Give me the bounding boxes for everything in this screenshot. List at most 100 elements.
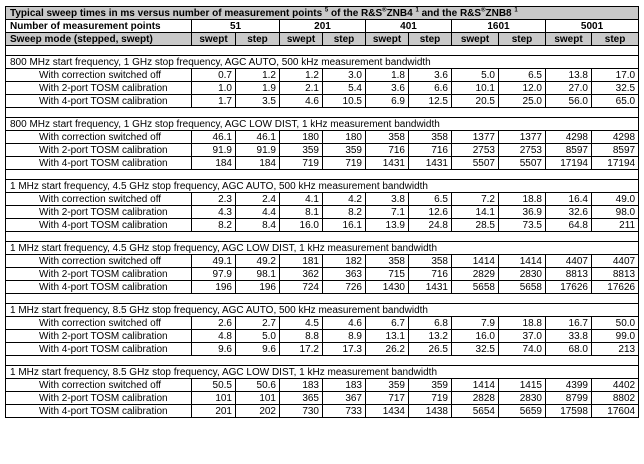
section-title-row: 1 MHz start frequency, 8.5 GHz stop freq… [4,365,640,379]
value-cell: 4407 [545,254,592,268]
value-cell: 26.2 [365,342,409,356]
value-cell: 182 [322,254,366,268]
title-text: ZNB4 [386,7,416,19]
value-cell: 99.0 [590,329,640,343]
value-cell: 2.6 [191,316,236,330]
value-cell: 184 [191,156,236,170]
value-cell: 27.0 [545,81,592,95]
value-cell: 17.3 [322,342,366,356]
spacer-cell [4,169,640,180]
mode-header-cell: swept [191,32,236,46]
value-cell: 4298 [590,130,640,144]
value-cell: 359 [279,143,323,157]
mode-header-cell: step [235,32,280,46]
registered-mark: ® [382,7,387,14]
section-title: 800 MHz start frequency, 1 GHz stop freq… [4,117,640,131]
value-cell: 358 [408,254,452,268]
value-cell: 1377 [498,130,546,144]
value-cell: 3.8 [365,192,409,206]
table-row: With 2-port TOSM calibration 1.0 1.9 2.1 5.4… [5,81,640,95]
section-spacer [4,107,640,118]
points-header-label: Number of measurement points [5,19,192,33]
value-cell: 730 [279,404,323,418]
value-cell: 8813 [590,267,640,281]
section-spacer [4,231,640,242]
value-cell: 74.0 [498,342,546,356]
value-cell: 4.3 [191,205,236,219]
row-label: With 2-port TOSM calibration [5,391,192,405]
value-cell: 50.6 [235,378,280,392]
table-row: With correction switched off 46.1 46.1 180 1… [5,130,640,144]
table-row: With 2-port TOSM calibration 4.8 5.0 8.8 8.9… [5,329,640,343]
table-row: With 2-port TOSM calibration 91.9 91.9 359 3… [5,143,640,157]
value-cell: 1430 [365,280,409,294]
value-cell: 196 [191,280,236,294]
mode-header-cell: step [590,32,640,46]
section-title: 1 MHz start frequency, 4.5 GHz stop freq… [4,241,640,255]
points-header-cell: 5001 [544,19,640,33]
value-cell: 5.4 [322,81,366,95]
value-cell: 359 [365,378,409,392]
spacer-cell [4,231,640,242]
value-cell: 49.1 [191,254,236,268]
value-cell: 2830 [498,391,546,405]
value-cell: 4.8 [191,329,236,343]
value-cell: 8.2 [191,218,236,232]
value-cell: 17.2 [279,342,323,356]
footnote-ref: 1 [415,7,419,14]
value-cell: 28.5 [451,218,499,232]
value-cell: 7.1 [365,205,409,219]
value-cell: 17626 [545,280,592,294]
row-label: With 4-port TOSM calibration [5,280,192,294]
value-cell: 46.1 [191,130,236,144]
value-cell: 5654 [451,404,499,418]
row-label: With 2-port TOSM calibration [5,267,192,281]
table-row: With 2-port TOSM calibration 97.9 98.1 362 3… [5,267,640,281]
value-cell: 8597 [590,143,640,157]
table-row: With correction switched off 2.3 2.4 4.1 4.2… [5,192,640,206]
value-cell: 716 [365,143,409,157]
value-cell: 1434 [365,404,409,418]
value-cell: 36.9 [498,205,546,219]
value-cell: 16.1 [322,218,366,232]
value-cell: 4298 [545,130,592,144]
row-label: With correction switched off [5,254,192,268]
table-row: With correction switched off 50.5 50.6 183 1… [5,378,640,392]
table-title: Typical sweep times in ms versus number … [4,6,640,20]
table-title-row: Typical sweep times in ms versus number … [4,6,640,20]
points-header-cell: 201 [279,19,366,33]
value-cell: 32.6 [545,205,592,219]
value-cell: 97.9 [191,267,236,281]
value-cell: 2.7 [235,316,280,330]
value-cell: 12.6 [408,205,452,219]
value-cell: 16.0 [279,218,323,232]
row-label: With 2-port TOSM calibration [5,143,192,157]
value-cell: 213 [590,342,640,356]
table-row: With 2-port TOSM calibration 4.3 4.4 8.1 8.2… [5,205,640,219]
mode-header-cell: swept [279,32,323,46]
value-cell: 181 [279,254,323,268]
section-spacer [4,355,640,366]
value-cell: 719 [408,391,452,405]
table-row: With 4-port TOSM calibration 8.2 8.4 16.0 16… [5,218,640,232]
value-cell: 183 [279,378,323,392]
value-cell: 2753 [451,143,499,157]
value-cell: 180 [279,130,323,144]
value-cell: 2753 [498,143,546,157]
mode-header-row: Sweep mode (stepped, swept) swept step s… [5,32,640,46]
row-label: With correction switched off [5,130,192,144]
row-label: With correction switched off [5,378,192,392]
value-cell: 17626 [590,280,640,294]
value-cell: 20.5 [451,94,499,108]
value-cell: 17598 [545,404,592,418]
value-cell: 33.8 [545,329,592,343]
section-spacer [4,45,640,56]
value-cell: 8.8 [279,329,323,343]
section-title: 1 MHz start frequency, 8.5 GHz stop freq… [4,303,640,317]
value-cell: 4.6 [279,94,323,108]
value-cell: 1431 [408,156,452,170]
table-body: Typical sweep times in ms versus number … [4,6,640,418]
value-cell: 2830 [498,267,546,281]
value-cell: 1415 [498,378,546,392]
value-cell: 4.2 [322,192,366,206]
